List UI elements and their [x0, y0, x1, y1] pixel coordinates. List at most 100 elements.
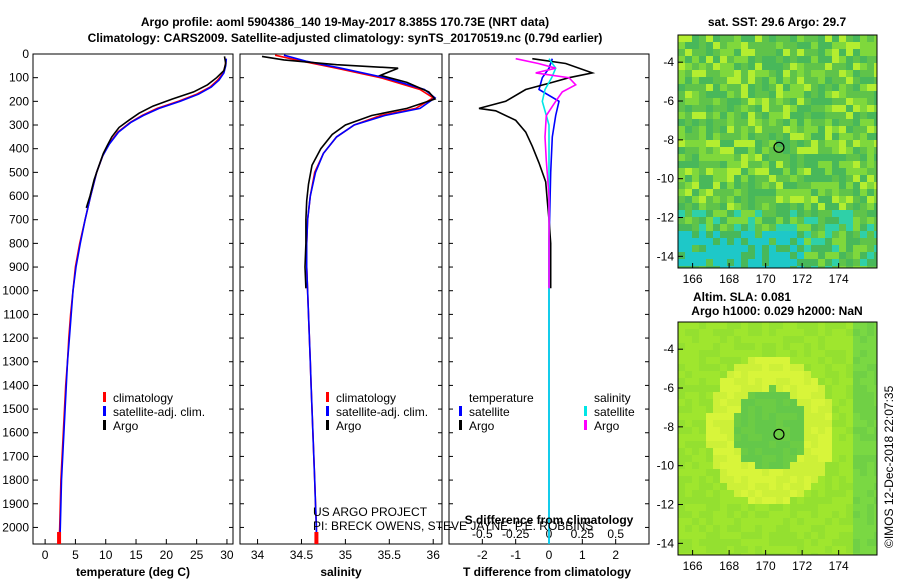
sst-map-cell	[804, 63, 811, 70]
sla-map-cell	[874, 448, 877, 455]
sla-map-cell	[846, 336, 853, 343]
sla-map-cell	[748, 469, 755, 476]
sla-map-cell	[727, 413, 734, 420]
legend-label-s-satellite: satellite	[594, 405, 635, 419]
sst-map-cell	[783, 252, 790, 259]
sla-map-cell	[846, 413, 853, 420]
sst-map-cell	[846, 189, 853, 196]
sst-map-cell	[818, 56, 825, 63]
sst-map-cell	[713, 203, 720, 210]
sst-map-cell	[846, 133, 853, 140]
sst-map-cell	[818, 231, 825, 238]
sla-map-cell	[790, 455, 797, 462]
salinity-series-argo	[261, 55, 437, 289]
sla-map-cell	[748, 392, 755, 399]
sst-map-cell	[776, 70, 783, 77]
sst-map-cell	[720, 224, 727, 231]
sst-map-cell	[853, 84, 860, 91]
sla-map-cell	[846, 350, 853, 357]
sla-map-cell	[874, 371, 877, 378]
sla-map-cell	[727, 420, 734, 427]
sst-map-cell	[804, 238, 811, 245]
sla-map-cell	[692, 343, 699, 350]
x-tick-label: 34	[251, 548, 265, 562]
sst-map-cell	[853, 175, 860, 182]
sst-map-cell	[727, 189, 734, 196]
sla-map-cell	[699, 413, 706, 420]
sst-map-cell	[832, 126, 839, 133]
sla-map-cell	[867, 490, 874, 497]
sla-map-cell	[734, 343, 741, 350]
sla-map-cell	[783, 371, 790, 378]
sla-map-cell	[699, 434, 706, 441]
sst-map-cell	[741, 154, 748, 161]
sst-map-cell	[867, 63, 874, 70]
sst-map-cell	[846, 35, 853, 42]
sla-map-cell	[720, 343, 727, 350]
sla-map-cell	[825, 371, 832, 378]
sla-map-cell	[804, 546, 811, 553]
sst-map-cell	[685, 84, 692, 91]
sla-map-cell	[741, 399, 748, 406]
sla-map-cell	[692, 406, 699, 413]
sla-map-cell	[804, 413, 811, 420]
sla-map-cell	[699, 469, 706, 476]
sla-map-cell	[853, 511, 860, 518]
sst-map-cell	[727, 224, 734, 231]
sst-map-cell	[874, 189, 877, 196]
sla-map-cell	[867, 504, 874, 511]
sla-map-cell	[755, 532, 762, 539]
sla-map-cell	[755, 392, 762, 399]
sst-map-cell	[783, 224, 790, 231]
sla-map-cell	[804, 518, 811, 525]
sst-map-cell	[727, 91, 734, 98]
sla-map-cell	[797, 483, 804, 490]
sst-map-cell	[811, 140, 818, 147]
sst-map-cell	[811, 203, 818, 210]
sst-map-cell	[867, 126, 874, 133]
sla-map-cell	[755, 336, 762, 343]
sla-map-cell	[762, 371, 769, 378]
sst-map-cell	[846, 154, 853, 161]
sla-map-cell	[811, 441, 818, 448]
sst-map-cell	[832, 77, 839, 84]
sst-map-cell	[706, 70, 713, 77]
sla-map-cell	[713, 483, 720, 490]
sst-map-cell	[755, 105, 762, 112]
sst-map-cell	[755, 175, 762, 182]
sst-map-cell	[741, 182, 748, 189]
sla-map-cell	[783, 336, 790, 343]
sla-map-cell	[839, 455, 846, 462]
sla-map-cell	[853, 448, 860, 455]
sst-map-cell	[776, 203, 783, 210]
sla-map-cell	[776, 434, 783, 441]
sst-map-cell	[860, 77, 867, 84]
sla-map-cell	[867, 406, 874, 413]
sst-map-cell	[804, 140, 811, 147]
sst-map-cell	[804, 70, 811, 77]
project-credit: US ARGO PROJECT	[313, 505, 428, 519]
sst-map-cell	[762, 238, 769, 245]
sst-map-cell	[706, 42, 713, 49]
sst-map-cell	[692, 70, 699, 77]
sla-map-cell	[811, 448, 818, 455]
sst-map-cell	[692, 119, 699, 126]
sst-map-cell	[713, 196, 720, 203]
difference-series-s-satellite	[541, 58, 557, 544]
sla-map-cell	[853, 364, 860, 371]
sst-map-cell	[797, 182, 804, 189]
sst-map-cell	[762, 119, 769, 126]
sla-map-cell	[713, 497, 720, 504]
sst-map-cell	[853, 119, 860, 126]
sla-map-cell	[804, 434, 811, 441]
sst-map-cell	[713, 224, 720, 231]
sst-map-cell	[727, 203, 734, 210]
sla-map-cell	[776, 539, 783, 546]
sst-map-cell	[853, 70, 860, 77]
sla-map-cell	[755, 462, 762, 469]
sst-map-cell	[867, 182, 874, 189]
sla-map-cell	[678, 427, 685, 434]
sla-map-cell	[860, 532, 867, 539]
sst-map-cell	[783, 84, 790, 91]
